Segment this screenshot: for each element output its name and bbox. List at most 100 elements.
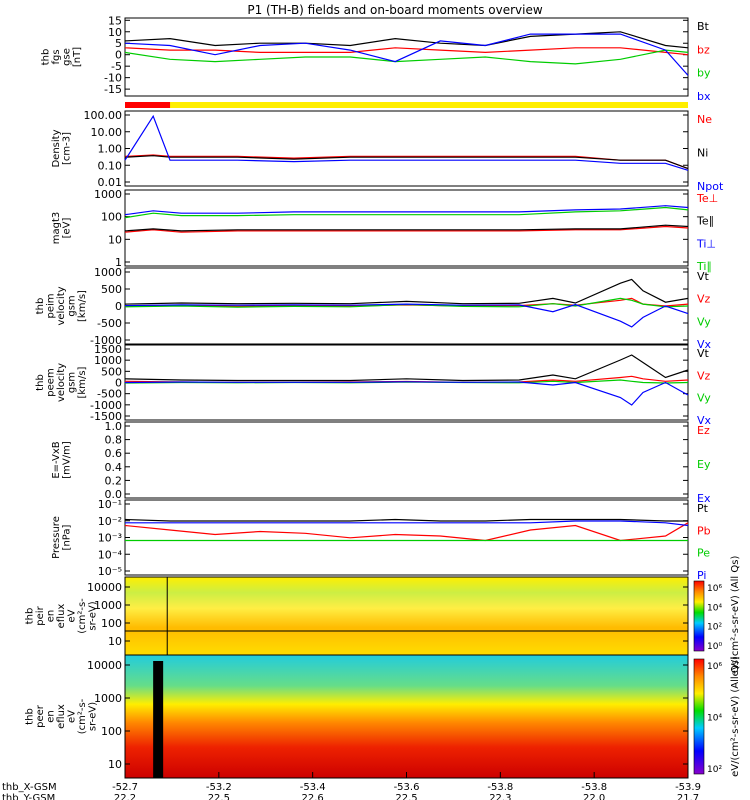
legend-te: Te∥ <box>696 215 714 228</box>
y-tick-label: -15 <box>104 83 122 96</box>
y-axis-label: [eV] <box>61 218 72 239</box>
legend-ey: Ey <box>697 458 711 471</box>
x-tick-label: -53.4 <box>300 782 326 793</box>
legend-vz: Vz <box>697 369 711 382</box>
y-axis-label: en <box>46 710 57 723</box>
series-vt <box>124 278 689 305</box>
y-axis-label: Density <box>51 129 62 167</box>
panel-6: 1.00.80.60.40.20.0 E=-VxB [mV/m] Ez Ey Ex <box>51 420 711 505</box>
y-tick-label: 0.4 <box>105 461 123 474</box>
panel-frame <box>124 421 689 499</box>
x-tick-label: -53.6 <box>394 782 420 793</box>
series-ti <box>124 205 689 216</box>
y-tick-label: 0 <box>115 377 122 390</box>
legend-vx: Vx <box>697 414 712 427</box>
series-vt <box>124 354 689 382</box>
panel-2: 100.00 10.00 1.00 0.10 0.01 Density [cm-3] Ne Ni… <box>51 109 724 193</box>
colorbar-label: eV/(cm²-s-sr-eV) (All Qs) <box>730 556 741 677</box>
y-tick-label: 1.00 <box>98 143 123 156</box>
y-axis-label: eflux <box>56 604 67 629</box>
y-axis-label: fgs <box>51 49 62 64</box>
y-axis-label: thb <box>25 708 36 725</box>
y-axis-label: eV <box>67 710 78 723</box>
y-axis-label: thb <box>35 298 46 315</box>
y-tick-label: 10⁻³ <box>98 532 122 545</box>
y-axis-label: [cm-3] <box>61 132 72 165</box>
y-tick-label: 10000 <box>87 581 122 594</box>
y-axis-label: [nT] <box>72 47 83 67</box>
y-axis-label: thb <box>40 49 51 66</box>
y-tick-label: -5 <box>111 60 122 73</box>
y-tick-label: 10 <box>108 233 122 246</box>
y-tick-label: 5 <box>115 37 122 50</box>
data-gap <box>153 661 164 778</box>
y-tick-label: 10 <box>108 758 122 771</box>
y-tick-label: -10 <box>104 72 122 85</box>
y-tick-label: 0.01 <box>98 176 123 189</box>
x-axis-labels: thb_X-GSM -52.7 -53.2 -53.4 -53.6 -53.8 -53.8 -… <box>2 772 701 800</box>
y-tick-label: -500 <box>97 317 122 330</box>
spectrogram-1 <box>125 577 688 655</box>
status-bar-red <box>125 102 171 108</box>
y-tick-label: 0 <box>115 49 122 62</box>
legend-pb: Pb <box>697 524 711 537</box>
legend-vt: Vt <box>697 270 710 283</box>
y-axis-label: sr-eV) <box>88 601 99 630</box>
y-axis-label: [km/s] <box>77 290 88 322</box>
panel-9: 10⁶ 10⁴ 10² eV/(cm²-s-sr-eV) (All Qs) 10000 1… <box>25 654 741 779</box>
y-tick-label: 500 <box>101 283 122 296</box>
x-axis-row-label: thb_X-GSM <box>2 782 57 793</box>
y-axis-label: thb <box>25 608 36 625</box>
y-axis-label: peem <box>46 368 57 396</box>
plot-title: P1 (TH-B) fields and on-board moments ov… <box>247 3 543 17</box>
legend-ex: Ex <box>697 492 711 505</box>
colorbar-tick: 10² <box>707 765 722 775</box>
y-tick-label: -1000 <box>90 334 122 347</box>
series-pb <box>124 522 689 542</box>
status-bar-yellow <box>125 102 688 108</box>
y-axis-label: sr-eV) <box>88 702 99 731</box>
y-tick-label: 0.2 <box>105 474 123 487</box>
x-tick-label: 22.3 <box>489 793 511 800</box>
legend-vy: Vy <box>697 315 711 328</box>
y-axis-label: E=-VxB <box>51 441 62 478</box>
colorbar-tick: 10⁴ <box>707 714 722 724</box>
y-tick-label: 1000 <box>94 692 122 705</box>
panel-frame <box>124 110 689 187</box>
y-tick-label: 100 <box>101 725 122 738</box>
x-tick-label: -53.2 <box>206 782 232 793</box>
y-axis-label: thb <box>35 374 46 391</box>
x-axis-row-label: thb_Y-GSM <box>2 793 55 800</box>
y-axis-label: (cm²-s- <box>77 698 88 734</box>
series-bz <box>124 47 689 56</box>
series-npot <box>124 114 689 171</box>
y-tick-label: 10⁻⁴ <box>98 548 123 561</box>
x-tick-label: 22.6 <box>302 793 324 800</box>
series-bt <box>124 31 689 49</box>
y-axis-label: peer <box>35 704 46 728</box>
y-axis-label: peir <box>35 605 46 625</box>
y-axis-label: velocity <box>56 286 67 325</box>
y-tick-label: 100.00 <box>84 109 123 122</box>
panel-frame <box>124 17 689 97</box>
y-tick-label: 10.00 <box>91 126 123 139</box>
y-tick-label: 0.10 <box>98 159 123 172</box>
y-tick-label: 0.8 <box>105 434 123 447</box>
spectrogram-2 <box>125 655 688 778</box>
colorbar-tick: 10⁶ <box>707 584 722 594</box>
y-tick-label: 1.0 <box>105 420 123 433</box>
colorbar-tick: 10⁴ <box>707 603 722 613</box>
colorbar-2 <box>693 658 705 775</box>
legend-ni: Ni <box>697 147 708 160</box>
series-vy <box>124 297 689 308</box>
legend-vy: Vy <box>697 392 711 405</box>
y-axis-label: gsm <box>67 295 78 316</box>
series-vx <box>124 381 689 406</box>
y-tick-label: 1000 <box>94 188 122 201</box>
legend-ti: Ti⊥ <box>696 237 716 250</box>
series-te <box>124 225 689 233</box>
y-axis-label: en <box>46 610 57 623</box>
panel-8: 10⁶ 10⁴ 10² 10⁰ eV/(cm²-s-sr-eV) (All Qs) 100… <box>25 556 742 677</box>
